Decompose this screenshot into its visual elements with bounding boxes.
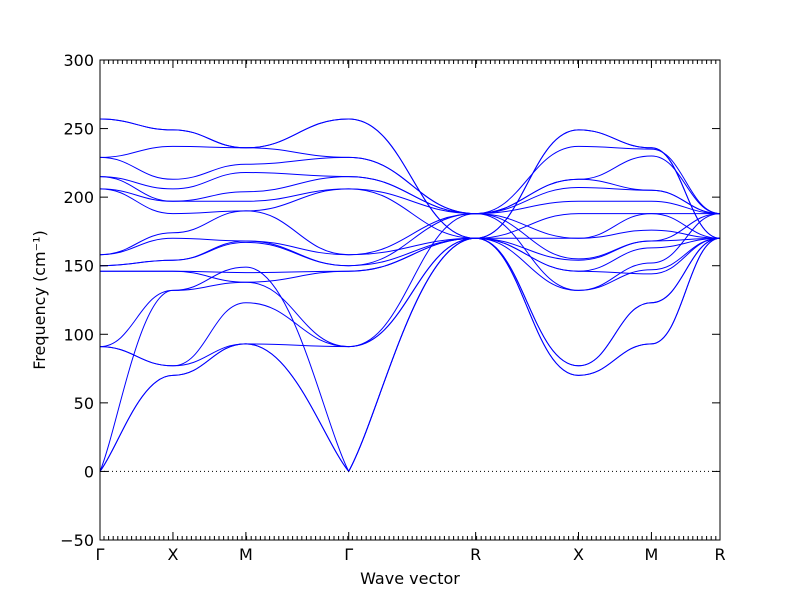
x-tick-label: M	[645, 545, 659, 564]
band-line-17	[99, 155, 721, 215]
plot-frame	[99, 59, 721, 541]
y-tick-label: 0	[84, 462, 94, 481]
band-line-13	[99, 188, 721, 239]
y-axis-label: Frequency (cm⁻¹)	[30, 230, 49, 369]
y-tick-label: 300	[63, 51, 94, 70]
band-line-9	[99, 237, 721, 267]
y-tick-label: −50	[60, 531, 94, 550]
band-line-15	[99, 176, 721, 215]
x-axis-label: Wave vector	[360, 569, 460, 588]
band-line-8	[100, 237, 721, 274]
x-tick-label: R	[714, 545, 725, 564]
y-axis-ticks: −50 0 50 100 150 200 250 300	[60, 51, 720, 550]
band-line-10	[99, 213, 721, 267]
x-tick-label: X	[167, 545, 178, 564]
band-line-18	[99, 145, 721, 215]
band-line-20	[99, 118, 721, 239]
band-line-14	[99, 188, 721, 215]
x-tick-label: M	[239, 545, 253, 564]
x-tick-label: Γ	[344, 545, 353, 564]
y-tick-label: 50	[74, 394, 94, 413]
x-tick-label: R	[470, 545, 481, 564]
y-tick-label: 100	[63, 325, 94, 344]
band-lines	[99, 118, 721, 473]
x-tick-label: X	[573, 545, 584, 564]
y-tick-label: 250	[63, 120, 94, 139]
band-line-6	[99, 213, 721, 348]
y-tick-label: 150	[63, 257, 94, 276]
band-line-12	[99, 210, 720, 256]
band-line-16	[99, 171, 721, 215]
x-tick-label: Γ	[96, 545, 105, 564]
band-line-11	[99, 229, 721, 256]
y-tick-label: 200	[63, 188, 94, 207]
band-line-19	[99, 118, 721, 239]
band-line-5	[99, 237, 721, 367]
